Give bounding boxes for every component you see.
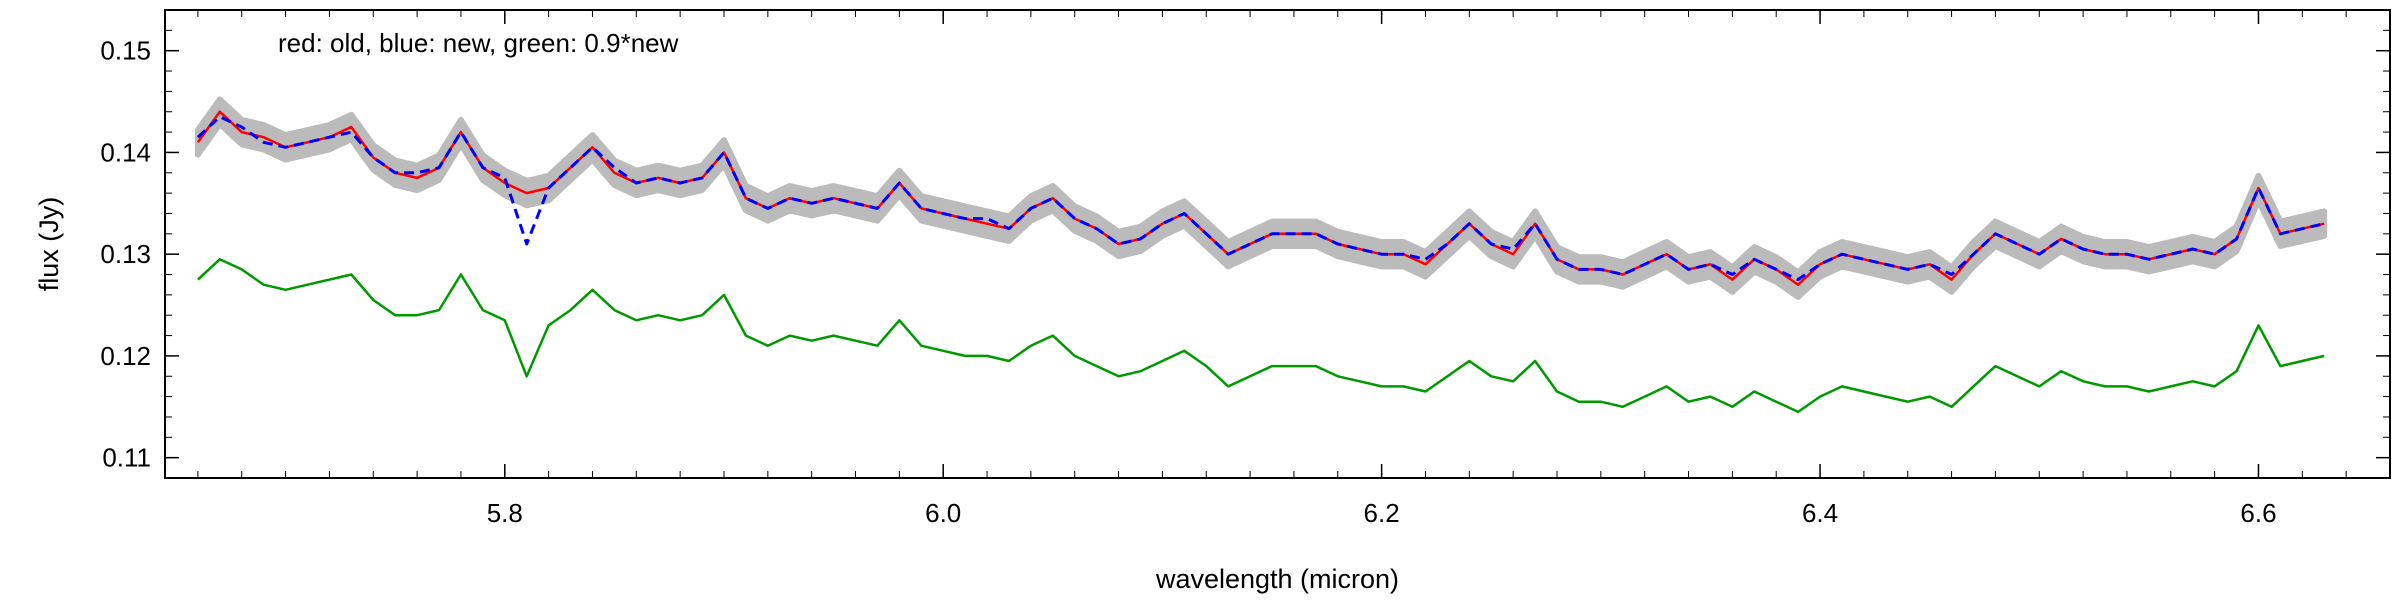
uncertainty-band-layer [194, 96, 2328, 300]
x-axis-label: wavelength (micron) [1155, 564, 1399, 594]
x-tick-label: 6.4 [1802, 498, 1838, 528]
x-tick-label: 6.6 [2240, 498, 2276, 528]
plot-frame [164, 9, 2391, 479]
series-line-new [196, 115, 2325, 282]
x-tick-label: 6.2 [1364, 498, 1400, 528]
uncertainty-band [194, 96, 2328, 300]
ticks-layer [165, 9, 2391, 479]
y-tick-label: 0.11 [102, 443, 151, 473]
series-line-0-9-new [197, 258, 2325, 414]
x-tick-label: 6.0 [925, 498, 961, 528]
legend-annotation: red: old, blue: new, green: 0.9*new [278, 28, 679, 58]
y-tick-label: 0.12 [100, 341, 151, 371]
y-tick-label: 0.15 [100, 36, 151, 66]
x-tick-label: 5.8 [487, 498, 523, 528]
y-tick-label: 0.14 [100, 137, 151, 167]
y-axis-label: flux (Jy) [34, 197, 64, 292]
series-layer [196, 110, 2325, 414]
tick-label-layer: 5.8 6.0 6.2 6.4 6.6 0.11 0.12 0.13 0.14 0.15 [100, 36, 2276, 528]
y-tick-label: 0.13 [100, 239, 151, 269]
